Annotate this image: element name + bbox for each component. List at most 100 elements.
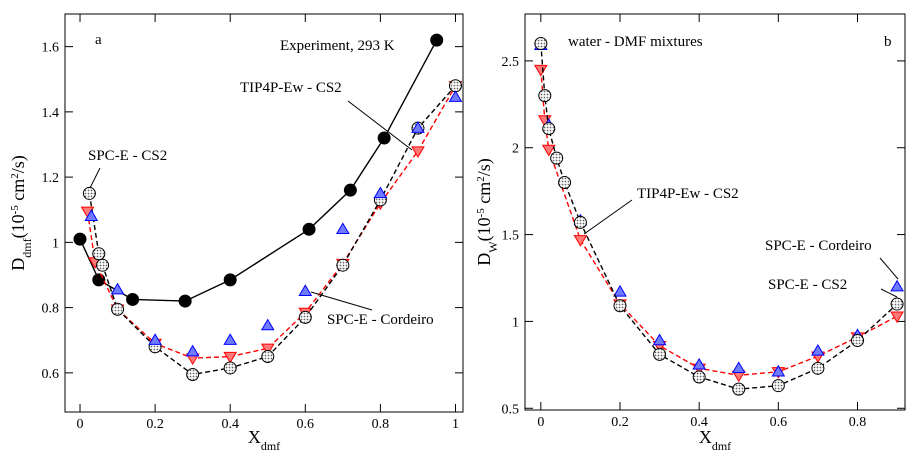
point [260, 343, 275, 356]
point [411, 146, 425, 159]
leader-line [880, 288, 898, 298]
point [613, 299, 627, 313]
x-tick-label: 0.6 [770, 415, 788, 430]
leader-line [583, 199, 633, 235]
leader-line [89, 167, 101, 189]
y-tick-label: 1 [512, 315, 519, 330]
point [73, 232, 87, 246]
point [448, 79, 462, 93]
point [448, 90, 463, 102]
point [811, 361, 825, 375]
point [148, 333, 162, 345]
label-part: (10 [8, 214, 29, 238]
point [92, 247, 106, 261]
y-tick-label: 0.5 [502, 402, 520, 417]
point [336, 258, 350, 272]
series-label: SPC-E - CS2 [768, 277, 847, 293]
point [92, 273, 106, 287]
point [126, 292, 140, 306]
point [185, 344, 200, 357]
y-tick-label: 1.2 [42, 171, 60, 186]
y-tick-label: 1.6 [42, 41, 60, 56]
series-line [540, 69, 898, 376]
y-tick-label: 1.5 [502, 229, 520, 244]
point [178, 294, 192, 308]
x-tick-label: 0.4 [221, 417, 239, 432]
series-label: SPC-E - Cordeiro [765, 238, 872, 254]
series-line [86, 85, 457, 359]
point [541, 144, 556, 157]
point [731, 361, 746, 374]
x-tick-label: 0.2 [146, 417, 164, 432]
x-tick-label: 0.4 [690, 415, 708, 430]
point [613, 284, 627, 297]
point [298, 284, 313, 296]
label-part: -5 [475, 208, 487, 218]
point [186, 367, 200, 381]
point [573, 215, 587, 229]
point [533, 64, 548, 77]
label-part: cm [474, 182, 494, 209]
point [692, 357, 707, 370]
point [223, 333, 238, 345]
point [223, 351, 238, 364]
panel: 0 0.2 0.4 0.6 0.8 10.60.811.21.41.6XdmfDdmf(1… [8, 13, 464, 450]
point [111, 302, 125, 316]
point [771, 364, 786, 377]
label-part: cm [8, 179, 28, 206]
label-part: /s) [474, 158, 495, 176]
point [84, 209, 99, 221]
point [732, 382, 746, 396]
point [96, 258, 110, 272]
point [110, 282, 125, 295]
point [377, 131, 391, 145]
label-part: (10 [474, 217, 495, 241]
point [373, 186, 388, 199]
point [771, 379, 785, 393]
series-label: SPC-E - Cordeiro [327, 312, 434, 328]
y-tick-label: 1 [52, 236, 59, 251]
y-axis-title: DW(10-5 cm2/s) [474, 158, 500, 266]
label-part: W [486, 241, 500, 253]
label-part: D [474, 253, 494, 266]
point [534, 37, 548, 51]
y-tick-label: 2 [512, 142, 519, 157]
label-part: 2 [475, 176, 487, 182]
series-label: TIP4P-Ew - CS2 [637, 186, 739, 202]
point [890, 279, 904, 292]
point [890, 311, 904, 324]
x-tick-label: 0 [77, 417, 84, 432]
panel-label: b [884, 34, 892, 50]
label-part: -5 [9, 205, 21, 215]
x-axis-title: Xdmf [248, 427, 280, 450]
panel-label: a [95, 32, 102, 48]
x-tick-label: 0.8 [849, 415, 867, 430]
point [302, 222, 316, 236]
point [335, 222, 350, 235]
point [653, 347, 667, 361]
point [538, 89, 552, 103]
point [343, 183, 357, 197]
series-label: TIP4P-Ew - CS2 [240, 80, 342, 96]
point [652, 333, 667, 346]
point [811, 343, 825, 356]
label-part: D [8, 258, 28, 271]
point [430, 33, 444, 47]
label-part: X [699, 427, 712, 447]
label-part: 2 [9, 173, 21, 179]
x-tick-label: 0.2 [611, 415, 629, 430]
y-tick-label: 1.4 [42, 106, 60, 121]
y-tick-label: 0.8 [42, 302, 60, 317]
x-axis-title: Xdmf [699, 427, 731, 450]
point [692, 370, 706, 384]
label-part: X [248, 427, 261, 447]
point [851, 334, 864, 348]
series-line [540, 43, 898, 390]
x-tick-label: 0.6 [297, 417, 315, 432]
plot-frame [524, 13, 906, 411]
point [411, 121, 425, 133]
point [550, 151, 564, 165]
series-label: SPC-E - CS2 [88, 148, 167, 164]
